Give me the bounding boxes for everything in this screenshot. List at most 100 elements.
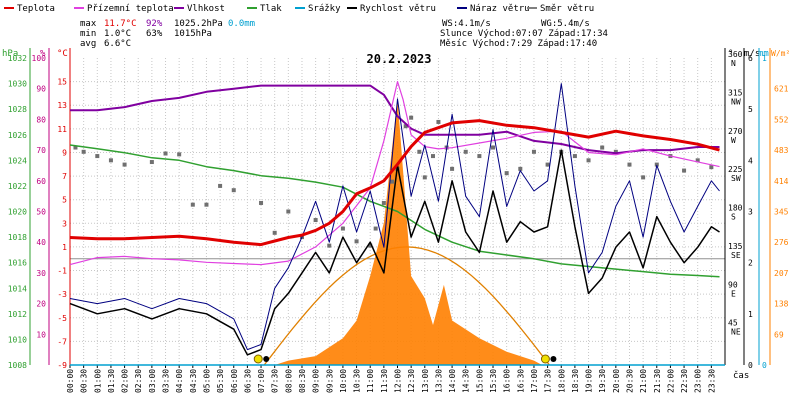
wind-direction-point bbox=[149, 160, 154, 165]
direction-tick-label: NW bbox=[731, 97, 741, 106]
wind-tick-label: 5 bbox=[748, 105, 753, 114]
stats-min-hum: 63% bbox=[146, 29, 163, 39]
rain-tick-label: 1 bbox=[762, 54, 767, 63]
x-tick-label: 17:00 bbox=[530, 369, 539, 393]
x-tick-label: 18:00 bbox=[557, 369, 566, 393]
axis-tick-label: 1022 bbox=[8, 182, 27, 191]
wind-tick-label: 2 bbox=[748, 259, 753, 268]
x-tick-label: 13:00 bbox=[421, 369, 430, 393]
wind-gust-line bbox=[69, 83, 720, 351]
wind-direction-point bbox=[709, 165, 714, 170]
wind-direction-point bbox=[409, 115, 414, 120]
wind-direction-point bbox=[586, 158, 591, 163]
direction-tick-value: 180 bbox=[728, 204, 743, 213]
x-tick-label: 11:00 bbox=[366, 369, 375, 393]
x-tick-label: 22:00 bbox=[666, 369, 675, 393]
stats-max-hum: 92% bbox=[146, 19, 163, 29]
wind-direction-point bbox=[390, 179, 395, 184]
wind-direction-point bbox=[613, 149, 618, 154]
wind-unit-label: m/s bbox=[744, 49, 760, 59]
x-tick-label: 07:00 bbox=[257, 369, 266, 393]
direction-tick-label: S bbox=[731, 213, 736, 222]
axis-tick-label: -5 bbox=[57, 314, 67, 323]
axis-tick-label: 70 bbox=[36, 146, 46, 155]
wind-direction-point bbox=[286, 209, 291, 214]
solar-radiation-area bbox=[274, 98, 543, 365]
axis-tick-label: 60 bbox=[36, 177, 46, 186]
wind-speed-line bbox=[69, 149, 720, 356]
direction-tick-value: 270 bbox=[728, 127, 743, 136]
stats-max-temp: 11.7°C bbox=[104, 19, 137, 29]
axis-tick-label: 30 bbox=[36, 269, 46, 278]
x-tick-label: 23:00 bbox=[694, 369, 703, 393]
wind-direction-point bbox=[381, 200, 386, 205]
axis-tick-label: 40 bbox=[36, 238, 46, 247]
x-tick-label: 15:00 bbox=[475, 369, 484, 393]
x-tick-label: 02:00 bbox=[121, 369, 130, 393]
x-tick-label: 23:30 bbox=[707, 369, 716, 393]
axis-tick-label: -3 bbox=[57, 290, 67, 299]
wind-direction-point bbox=[95, 154, 100, 159]
axis-tick-label: 15 bbox=[57, 78, 67, 87]
axis-tick-label: 1024 bbox=[8, 156, 27, 165]
wind-direction-point bbox=[463, 149, 468, 154]
axis-tick-label: 10 bbox=[36, 330, 46, 339]
wind-direction-point bbox=[545, 162, 550, 167]
wind-direction-point bbox=[108, 158, 113, 163]
wind-direction-point bbox=[259, 200, 264, 205]
wind-direction-point bbox=[204, 202, 209, 207]
axis-tick-label: 5 bbox=[62, 196, 67, 205]
wind-tick-label: 0 bbox=[748, 361, 753, 370]
axis-tick-label: 80 bbox=[36, 115, 46, 124]
stats-sun: Slunce Východ:07:07 Západ:17:34 bbox=[440, 29, 608, 39]
x-tick-label: 12:30 bbox=[407, 369, 416, 393]
axis-tick-label: -7 bbox=[57, 337, 67, 346]
solar-tick-label: 414 bbox=[774, 177, 789, 186]
legend-label: Náraz větru bbox=[470, 4, 530, 14]
direction-tick-label: W bbox=[731, 136, 736, 145]
x-tick-label: 21:00 bbox=[639, 369, 648, 393]
wind-direction-point bbox=[504, 171, 509, 176]
x-tick-label: 06:30 bbox=[243, 369, 252, 393]
x-tick-label: 12:00 bbox=[394, 369, 403, 393]
x-tick-label: 17:30 bbox=[544, 369, 553, 393]
wind-tick-label: 6 bbox=[748, 54, 753, 63]
x-tick-label: 00:00 bbox=[66, 369, 75, 393]
wind-direction-point bbox=[163, 151, 168, 156]
x-tick-label: 20:00 bbox=[612, 369, 621, 393]
x-tick-label: 01:00 bbox=[93, 369, 102, 393]
axis-tick-label: 100 bbox=[32, 54, 47, 63]
x-tick-label: 15:30 bbox=[489, 369, 498, 393]
direction-tick-value: 135 bbox=[728, 242, 743, 251]
x-tick-label: 04:00 bbox=[175, 369, 184, 393]
wind-direction-point bbox=[81, 149, 86, 154]
x-tick-label: 14:00 bbox=[448, 369, 457, 393]
x-tick-label: 21:30 bbox=[653, 369, 662, 393]
x-tick-label: 00:30 bbox=[80, 369, 89, 393]
axis-tick-label: 3 bbox=[62, 219, 67, 228]
stats-avg-temp: 6.6°C bbox=[104, 39, 131, 49]
sunset-marker bbox=[540, 354, 550, 364]
stats-max-press: 1025.2hPa bbox=[174, 19, 223, 29]
x-tick-label: 22:30 bbox=[680, 369, 689, 393]
axis-tick-label: 50 bbox=[36, 208, 46, 217]
stats-max-label: max bbox=[80, 19, 97, 29]
axis-tick-label: 1018 bbox=[8, 233, 27, 242]
axis-tick-label: -1 bbox=[57, 267, 67, 276]
wind-direction-point bbox=[177, 152, 182, 157]
axis-tick-label: 1028 bbox=[8, 105, 27, 114]
x-tick-label: 08:30 bbox=[298, 369, 307, 393]
legend-label: Vlhkost bbox=[187, 4, 225, 14]
wind-direction-point bbox=[654, 162, 659, 167]
ground-temperature-line bbox=[69, 81, 720, 266]
axis-tick-label: 1020 bbox=[8, 208, 27, 217]
x-tick-label: 03:00 bbox=[148, 369, 157, 393]
stats-min-label: min bbox=[80, 29, 96, 39]
wind-direction-point bbox=[417, 149, 422, 154]
x-tick-label: 14:30 bbox=[462, 369, 471, 393]
humidity-line bbox=[70, 84, 720, 155]
wind-direction-point bbox=[73, 145, 78, 150]
axis-tick-label: 11 bbox=[57, 125, 67, 134]
axis-tick-label: 9 bbox=[62, 148, 67, 157]
